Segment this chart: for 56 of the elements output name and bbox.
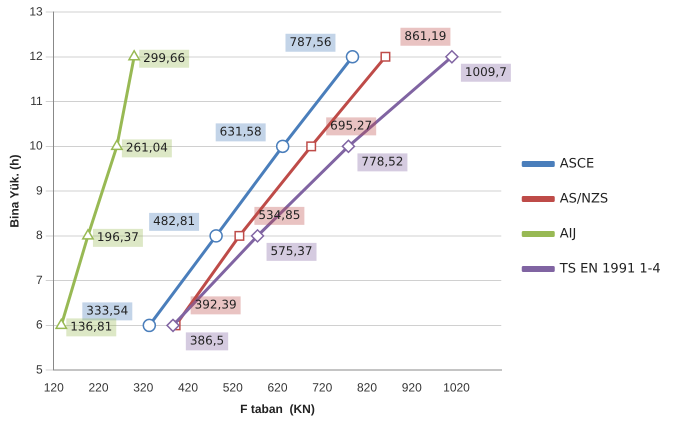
annotation: 534,85	[258, 208, 300, 222]
x-tick-label: 820	[356, 380, 378, 395]
point	[166, 318, 180, 332]
x-tick-label: 120	[44, 380, 64, 395]
y-tick-label: 12	[29, 49, 44, 64]
x-tick-label: 420	[178, 380, 198, 395]
y-tick-label: 8	[36, 228, 44, 242]
y-tick-label: 6	[36, 318, 44, 332]
legend-label: AS/NZS	[560, 191, 608, 206]
x-tick-label: 720	[312, 380, 333, 395]
annotation: 778,52	[361, 154, 404, 168]
annotation: 861,19	[404, 28, 446, 43]
annotation: 1009,7	[464, 64, 507, 79]
point	[276, 140, 290, 154]
annotation: 392,39	[194, 298, 237, 312]
x-tick-label: 520	[222, 380, 244, 395]
point	[445, 50, 459, 64]
legend-label: ASCE	[560, 156, 594, 172]
annotation: 386,5	[190, 334, 224, 348]
x-tick-label: 1020	[443, 380, 470, 395]
y-tick-label: 7	[36, 272, 44, 287]
y-axis-title: Bina Yük. (h)	[8, 154, 22, 228]
annotation: 333,54	[86, 304, 128, 318]
y-tick-label: 11	[30, 94, 44, 108]
x-tick-label: 620	[267, 380, 288, 395]
point	[110, 140, 123, 150]
annotation: 631,58	[220, 124, 262, 138]
y-tick-label: 10	[29, 138, 44, 153]
annotation: 695,27	[330, 118, 372, 132]
x-tick-label: 920	[402, 380, 422, 395]
annotation: 575,37	[270, 244, 313, 258]
point	[234, 230, 244, 241]
y-tick-label: 13	[29, 4, 44, 18]
annotation: 261,04	[126, 140, 168, 154]
annotation: 136,81	[70, 320, 112, 334]
point	[306, 141, 316, 152]
point	[346, 50, 360, 64]
point	[55, 318, 68, 330]
legend-label: AIJ	[560, 226, 576, 242]
point	[142, 318, 156, 332]
point	[380, 52, 390, 62]
y-tick-label: 5	[36, 362, 44, 377]
annotation: 196,37	[96, 230, 139, 244]
point	[250, 229, 264, 243]
point	[82, 229, 94, 240]
point	[209, 229, 223, 243]
x-tick-label: 320	[133, 380, 154, 395]
annotation: 787,56	[289, 34, 332, 49]
y-tick-label: 9	[36, 183, 44, 198]
x-axis-title: F taban (KN)	[240, 402, 315, 416]
point	[128, 50, 140, 61]
x-tick-label: 220	[88, 380, 109, 395]
point	[342, 140, 356, 154]
legend-label: TS EN 1991 1-4	[558, 261, 661, 276]
annotation: 482,81	[153, 214, 196, 228]
annotation: 299,66	[143, 50, 186, 65]
